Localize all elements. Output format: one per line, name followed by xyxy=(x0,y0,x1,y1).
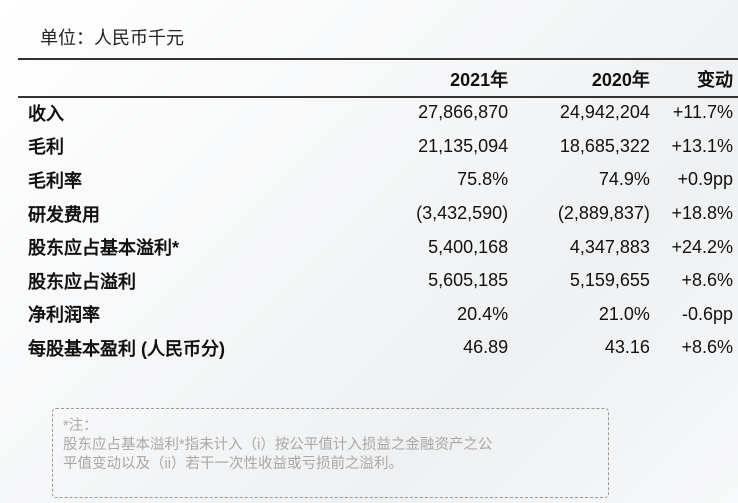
header-row: 2021年 2020年 变动 xyxy=(18,61,738,96)
value-change: +24.2% xyxy=(671,236,733,257)
table-row: 净利润率 20.4% 21.0% -0.6pp xyxy=(18,298,738,332)
footnote-line: 股东应占基本溢利*指未计入（i）按公平值计入损益之金融资产之公 xyxy=(63,437,493,453)
value-2020: 43.16 xyxy=(604,337,650,358)
value-2021: 75.8% xyxy=(457,169,509,190)
row-label: 净利润率 xyxy=(28,305,100,326)
value-2020: 24,942,204 xyxy=(559,102,650,123)
table-row: 每股基本盈利 (人民币分) 46.89 43.16 +8.6% xyxy=(18,331,738,365)
row-label: 毛利 xyxy=(28,137,64,158)
row-label: 每股基本盈利 (人民币分) xyxy=(28,338,225,359)
value-2021: 27,866,870 xyxy=(418,102,509,123)
header-change: 变动 xyxy=(697,69,733,90)
table-row: 研发费用 (3,432,590) (2,889,837) +18.8% xyxy=(18,197,738,231)
value-2020: 18,685,322 xyxy=(559,135,650,156)
value-2020: 74.9% xyxy=(598,169,650,190)
value-2021: 21,135,094 xyxy=(418,135,509,156)
table-row: 毛利率 75.8% 74.9% +0.9pp xyxy=(18,163,738,197)
value-change: +8.6% xyxy=(681,337,733,358)
value-change: +11.7% xyxy=(672,102,733,123)
value-2021: 20.4% xyxy=(457,303,509,324)
value-2021: 46.89 xyxy=(463,337,509,358)
financial-summary-table: 2021年 2020年 变动 收入 27,866,870 24,942,204 +11… xyxy=(18,61,738,365)
value-change: +13.1% xyxy=(671,135,733,156)
footnote-title: *注： xyxy=(63,418,98,434)
value-change: +18.8% xyxy=(671,203,733,224)
header-label xyxy=(18,61,225,96)
header-2021: 2021年 xyxy=(450,69,509,90)
table-row: 股东应占溢利 5,605,185 5,159,655 +8.6% xyxy=(18,264,738,298)
value-2021: 5,605,185 xyxy=(428,270,509,291)
value-change: +0.9pp xyxy=(677,169,733,190)
value-2020: (2,889,837) xyxy=(557,203,650,224)
header-2020: 2020年 xyxy=(591,69,650,90)
value-change: +8.6% xyxy=(681,270,733,291)
row-label: 股东应占基本溢利* xyxy=(28,238,180,259)
table-row: 股东应占基本溢利* 5,400,168 4,347,883 +24.2% xyxy=(18,230,738,264)
row-label: 毛利率 xyxy=(28,170,82,191)
top-rule xyxy=(18,58,738,60)
value-2020: 5,159,655 xyxy=(569,270,650,291)
table-row: 毛利 21,135,094 18,685,322 +13.1% xyxy=(18,130,738,164)
value-2021: (3,432,590) xyxy=(416,203,509,224)
row-label: 股东应占溢利 xyxy=(28,271,136,292)
value-change: -0.6pp xyxy=(681,303,733,324)
row-label: 收入 xyxy=(28,103,64,124)
unit-label: 单位：人民币千元 xyxy=(40,28,184,48)
footnote-box: *注： 股东应占基本溢利*指未计入（i）按公平值计入损益之金融资产之公 平值变动… xyxy=(52,408,609,498)
table-row: 收入 27,866,870 24,942,204 +11.7% xyxy=(18,96,738,130)
value-2020: 21.0% xyxy=(598,303,650,324)
value-2021: 5,400,168 xyxy=(428,236,509,257)
row-label: 研发费用 xyxy=(28,204,100,225)
header-rule xyxy=(18,96,738,98)
footnote-line: 平值变动以及（ii）若干一次性收益或亏损前之溢利。 xyxy=(63,456,403,472)
value-2020: 4,347,883 xyxy=(569,236,650,257)
